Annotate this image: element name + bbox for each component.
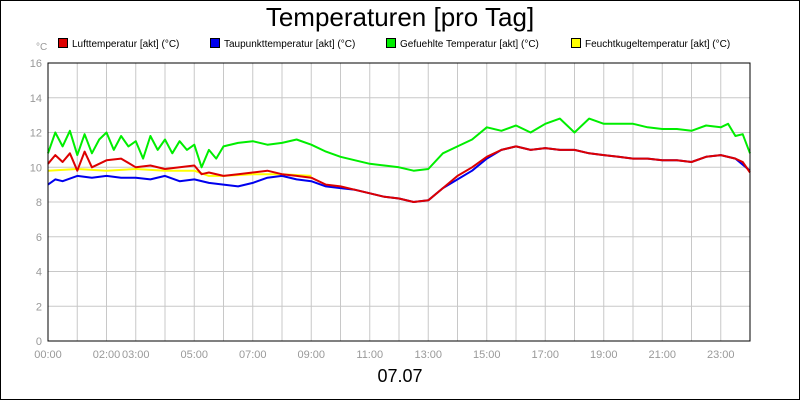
x-tick-label: 05:00 xyxy=(180,349,208,361)
legend-swatch-lufttemperatur xyxy=(58,38,68,48)
y-tick-label: 10 xyxy=(30,162,42,174)
x-tick-label: 03:00 xyxy=(122,349,150,361)
legend-item-lufttemperatur: Lufttemperatur [akt] (°C) xyxy=(58,38,179,50)
x-tick-label: 23:00 xyxy=(707,349,735,361)
x-tick-label: 17:00 xyxy=(531,349,559,361)
legend-swatch-taupunkttemperatur xyxy=(210,38,220,48)
legend-item-feuchtkugeltemperatur: Feuchtkugeltemperatur [akt] (°C) xyxy=(571,38,730,50)
legend-label-taupunkttemperatur: Taupunkttemperatur [akt] (°C) xyxy=(224,39,356,50)
y-tick-label: 12 xyxy=(30,128,42,140)
x-tick-label: 21:00 xyxy=(648,349,676,361)
x-tick-label: 07:00 xyxy=(239,349,267,361)
x-tick-label: 02:00 xyxy=(93,349,121,361)
chart-title: Temperaturen [pro Tag] xyxy=(265,2,535,32)
y-tick-label: 4 xyxy=(36,267,42,279)
y-tick-label: 14 xyxy=(30,93,42,105)
y-axis-unit-label: °C xyxy=(36,42,48,53)
y-tick-label: 8 xyxy=(36,197,42,209)
series-line-lufttemperatur xyxy=(47,145,751,203)
x-tick-label: 15:00 xyxy=(473,349,501,361)
legend-swatch-feuchtkugeltemperatur xyxy=(571,38,581,48)
plot-border xyxy=(47,62,751,342)
y-tick-label: 6 xyxy=(36,232,42,244)
y-tick-label: 2 xyxy=(36,301,42,313)
x-tick-label: 11:00 xyxy=(356,349,383,361)
x-tick-label: 19:00 xyxy=(590,349,618,361)
x-tick-label: 00:00 xyxy=(34,349,62,361)
series-line-feuchtkugeltemperatur xyxy=(47,168,312,177)
x-tick-label: 13:00 xyxy=(414,349,442,361)
y-tick-label: 16 xyxy=(30,58,42,70)
legend-item-gefuehlte-temperatur: Gefuehlte Temperatur [akt] (°C) xyxy=(386,38,539,50)
legend-item-taupunkttemperatur: Taupunkttemperatur [akt] (°C) xyxy=(210,38,355,50)
legend-label-feuchtkugeltemperatur: Feuchtkugeltemperatur [akt] (°C) xyxy=(585,39,731,50)
series-line-gefuehlte xyxy=(47,117,751,172)
legend-label-gefuehlte-temperatur: Gefuehlte Temperatur [akt] (°C) xyxy=(400,39,539,50)
x-axis-label: 07.07 xyxy=(377,366,423,386)
legend-label-lufttemperatur: Lufttemperatur [akt] (°C) xyxy=(72,39,180,50)
y-tick-label: 0 xyxy=(36,336,42,348)
x-tick-label: 09:00 xyxy=(297,349,325,361)
legend-swatch-gefuehlte-temperatur xyxy=(386,38,396,48)
